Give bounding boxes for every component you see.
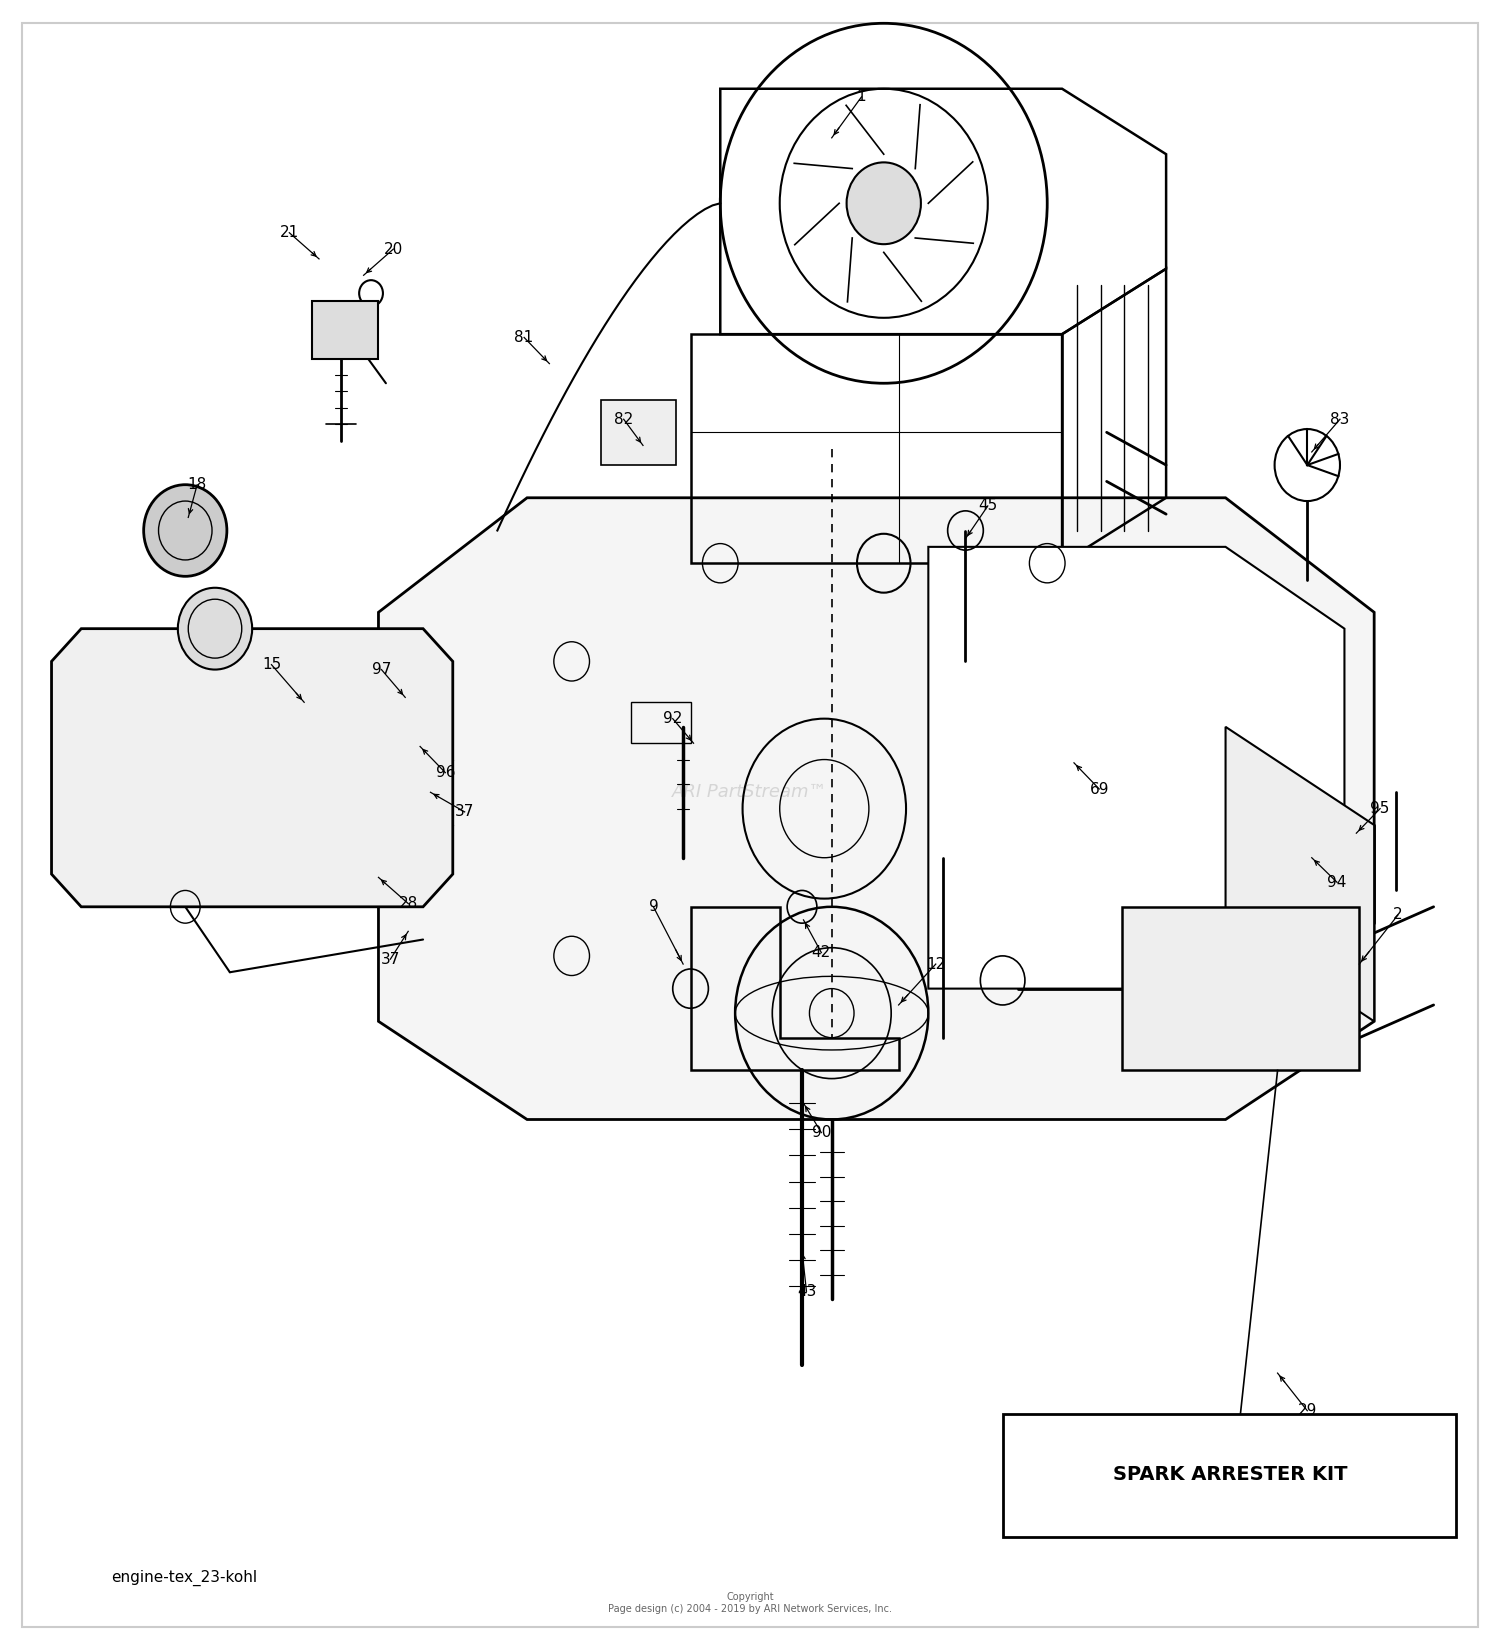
Text: 12: 12 bbox=[926, 957, 945, 972]
Polygon shape bbox=[51, 629, 453, 908]
Text: 81: 81 bbox=[514, 330, 534, 345]
Text: 9: 9 bbox=[648, 899, 658, 914]
Polygon shape bbox=[602, 399, 675, 465]
Text: 20: 20 bbox=[384, 241, 404, 257]
Text: SPARK ARRESTER KIT: SPARK ARRESTER KIT bbox=[1113, 1465, 1347, 1483]
Text: 95: 95 bbox=[1371, 802, 1390, 817]
Text: 37: 37 bbox=[381, 952, 400, 967]
Text: 43: 43 bbox=[796, 1284, 816, 1299]
Text: 1: 1 bbox=[856, 89, 867, 104]
Text: 94: 94 bbox=[1328, 874, 1347, 889]
Polygon shape bbox=[378, 498, 1374, 1119]
Polygon shape bbox=[1226, 728, 1374, 1021]
FancyBboxPatch shape bbox=[1002, 1414, 1456, 1536]
Text: Copyright
Page design (c) 2004 - 2019 by ARI Network Services, Inc.: Copyright Page design (c) 2004 - 2019 by… bbox=[608, 1592, 892, 1614]
Text: 21: 21 bbox=[279, 226, 298, 241]
FancyBboxPatch shape bbox=[312, 302, 378, 358]
Circle shape bbox=[846, 162, 921, 244]
Text: 92: 92 bbox=[663, 711, 682, 726]
Text: engine-tex_23-kohl: engine-tex_23-kohl bbox=[111, 1569, 256, 1586]
Text: ARI PartStream™: ARI PartStream™ bbox=[672, 784, 828, 802]
Circle shape bbox=[144, 485, 226, 576]
Text: 69: 69 bbox=[1089, 782, 1108, 797]
Text: 90: 90 bbox=[812, 1125, 831, 1140]
Polygon shape bbox=[1122, 908, 1359, 1071]
Text: 83: 83 bbox=[1330, 412, 1350, 427]
Text: 37: 37 bbox=[454, 805, 474, 820]
Text: 28: 28 bbox=[399, 896, 418, 911]
Polygon shape bbox=[928, 546, 1344, 988]
Text: 18: 18 bbox=[188, 477, 207, 492]
Circle shape bbox=[178, 587, 252, 670]
Text: 2: 2 bbox=[1394, 908, 1402, 922]
Text: 97: 97 bbox=[372, 662, 392, 676]
Text: 29: 29 bbox=[1298, 1402, 1317, 1419]
Text: 96: 96 bbox=[435, 766, 454, 780]
Text: 42: 42 bbox=[812, 945, 831, 960]
Text: 15: 15 bbox=[262, 657, 280, 672]
Text: 45: 45 bbox=[978, 498, 998, 513]
Text: 82: 82 bbox=[614, 412, 633, 427]
